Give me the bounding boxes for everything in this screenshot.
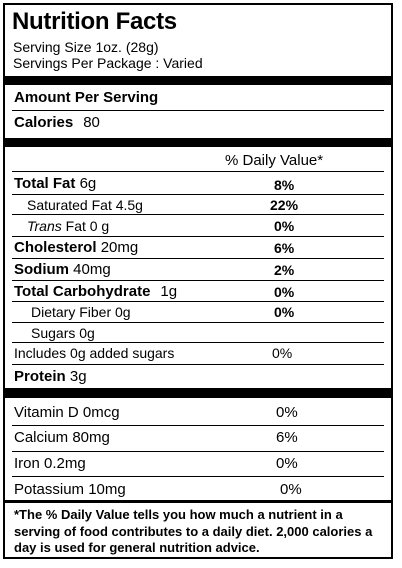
protein-amount: 3g	[69, 368, 87, 385]
saturated-fat-dv: 22%	[270, 197, 299, 213]
calories-label: Calories	[14, 114, 74, 131]
divider	[12, 171, 384, 172]
total-fat-label: Total Fat	[14, 175, 76, 192]
vitamin-d-label: Vitamin D 0mcg	[14, 404, 120, 421]
amount-per-serving: Amount Per Serving	[14, 89, 159, 106]
divider	[12, 425, 384, 426]
daily-value-footnote: *The % Daily Value tells you how much a …	[14, 507, 373, 555]
added-sugars-label: Includes 0g added sugars	[14, 345, 175, 361]
iron-label: Iron 0.2mg	[14, 455, 86, 472]
dietary-fiber-dv: 0%	[274, 304, 295, 320]
divider	[12, 214, 384, 215]
thick-divider-calories	[5, 138, 391, 147]
divider	[12, 322, 384, 323]
divider	[12, 342, 384, 343]
total-fat-row: Total Fat 6g	[14, 176, 96, 191]
total-fat-amount: 6g	[79, 175, 97, 192]
divider	[12, 194, 384, 195]
nutrition-facts-panel: Nutrition Facts Serving Size 1oz. (28g) …	[3, 3, 393, 559]
footnote-divider	[5, 500, 391, 503]
protein-label: Protein	[14, 368, 66, 385]
divider	[12, 301, 384, 302]
calcium-label: Calcium 80mg	[14, 429, 110, 446]
sodium-label: Sodium	[14, 261, 69, 278]
sugars-label: Sugars 0g	[31, 325, 95, 341]
added-sugars-dv: 0%	[272, 345, 293, 361]
trans-fat-row: Trans Fat 0 g	[27, 219, 109, 233]
cholesterol-dv: 6%	[274, 240, 295, 256]
serving-size: Serving Size 1oz. (28g)	[13, 39, 159, 55]
saturated-fat-label: Saturated Fat 4.5g	[27, 197, 143, 213]
calories-row: Calories 80	[14, 115, 100, 131]
divider	[12, 476, 384, 477]
sodium-amount: 40mg	[73, 261, 111, 278]
trans-fat-label-italic: Trans	[27, 218, 62, 234]
sodium-row: Sodium 40mg	[14, 262, 111, 277]
divider	[12, 451, 384, 452]
divider	[12, 110, 384, 111]
servings-per-package: Servings Per Package : Varied	[13, 55, 203, 71]
thick-divider-vitamins	[5, 388, 391, 398]
iron-dv: 0%	[276, 455, 298, 472]
sodium-dv: 2%	[274, 262, 295, 278]
cholesterol-label: Cholesterol	[14, 239, 97, 256]
total-carbohydrate-dv: 0%	[274, 284, 295, 300]
potassium-label: Potassium 10mg	[14, 481, 126, 498]
calcium-dv: 6%	[276, 429, 298, 446]
divider	[12, 364, 384, 365]
panel-title: Nutrition Facts	[12, 8, 177, 35]
dietary-fiber-label: Dietary Fiber 0g	[31, 304, 131, 320]
divider	[12, 258, 384, 259]
potassium-dv: 0%	[280, 481, 302, 498]
trans-fat-label-rest: Fat 0 g	[61, 218, 110, 234]
divider	[12, 280, 384, 281]
protein-row: Protein 3g	[14, 369, 87, 384]
total-fat-dv: 8%	[274, 177, 295, 193]
trans-fat-dv: 0%	[274, 218, 295, 234]
total-carbohydrate-label: Total Carbohydrate	[14, 283, 151, 300]
cholesterol-amount: 20mg	[100, 239, 139, 256]
daily-value-header: % Daily Value*	[225, 152, 324, 169]
vitamin-d-dv: 0%	[276, 404, 298, 421]
total-carbohydrate-amount: 1g	[160, 283, 178, 300]
total-carbohydrate-row: Total Carbohydrate 1g	[14, 284, 177, 299]
calories-value: 80	[83, 114, 100, 131]
cholesterol-row: Cholesterol 20mg	[14, 240, 138, 255]
divider	[12, 236, 384, 237]
thick-divider-top	[5, 76, 391, 85]
